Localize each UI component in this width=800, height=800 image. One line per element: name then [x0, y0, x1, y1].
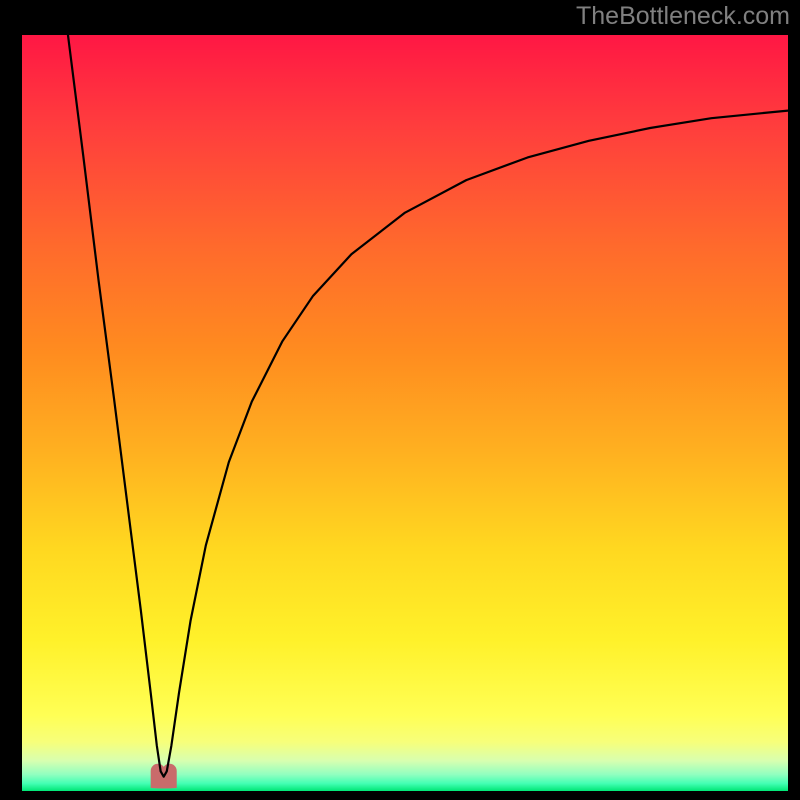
plot-frame	[20, 33, 790, 793]
bottleneck-curve	[68, 35, 788, 777]
plot-overlay-svg	[22, 35, 788, 791]
watermark-text: TheBottleneck.com	[576, 2, 790, 31]
chart-stage: TheBottleneck.com	[0, 0, 800, 800]
